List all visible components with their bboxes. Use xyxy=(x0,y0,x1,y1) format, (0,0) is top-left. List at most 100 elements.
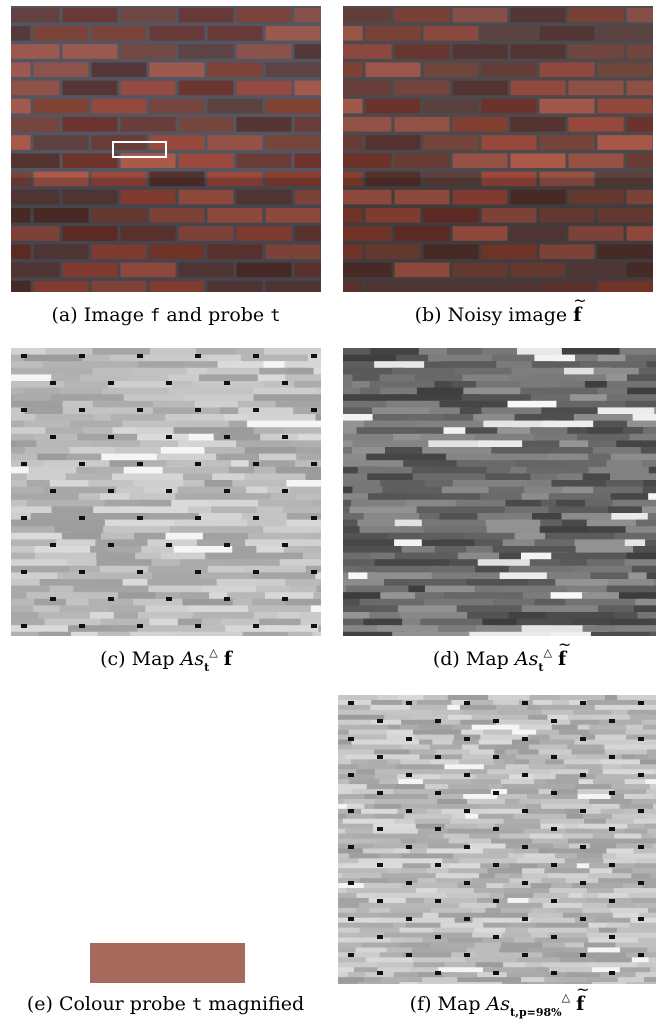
map-block xyxy=(588,937,622,947)
map-block xyxy=(497,794,533,803)
map-block xyxy=(564,858,624,868)
map-block xyxy=(594,917,644,927)
map-block xyxy=(499,833,547,843)
map-block xyxy=(600,759,656,769)
map-block xyxy=(642,883,656,893)
map-block xyxy=(470,858,523,868)
map-block xyxy=(508,853,529,863)
map-block xyxy=(655,769,656,779)
map-block xyxy=(470,749,509,759)
map-block xyxy=(361,942,417,952)
map-block xyxy=(338,754,347,764)
map-block xyxy=(624,779,648,789)
map-block xyxy=(615,843,656,853)
map-block xyxy=(438,789,493,799)
map-block xyxy=(448,863,490,873)
map-block xyxy=(588,962,648,972)
map-block xyxy=(604,749,655,759)
map-block xyxy=(624,828,656,838)
map-block xyxy=(393,789,442,799)
brick xyxy=(343,135,363,150)
map-block xyxy=(525,808,573,818)
map-block xyxy=(542,942,579,952)
map-block xyxy=(338,917,386,927)
map-block xyxy=(483,967,543,977)
map-block xyxy=(532,699,554,709)
map-block xyxy=(448,868,501,878)
joint-marker xyxy=(580,917,586,921)
brick xyxy=(120,153,176,168)
map-block xyxy=(548,932,598,942)
brick xyxy=(11,244,31,259)
map-block xyxy=(528,759,551,769)
map-block xyxy=(371,699,419,709)
brick xyxy=(510,226,566,241)
map-block xyxy=(338,838,387,848)
map-block xyxy=(338,942,364,952)
map-block xyxy=(577,789,630,799)
map-block xyxy=(472,932,507,942)
joint-marker xyxy=(464,809,470,813)
map-block xyxy=(538,848,556,858)
map-block xyxy=(414,798,443,808)
map-block xyxy=(71,631,116,636)
map-block xyxy=(365,957,417,967)
map-block xyxy=(647,947,656,957)
joint-marker xyxy=(522,809,528,813)
joint-marker xyxy=(311,354,317,358)
map-block xyxy=(478,739,521,749)
brick xyxy=(510,80,566,96)
joint-marker xyxy=(609,971,615,975)
map-block xyxy=(548,873,596,883)
map-block xyxy=(461,729,492,739)
map-block xyxy=(458,902,500,912)
map-block xyxy=(351,739,391,749)
map-block xyxy=(604,695,621,704)
map-block xyxy=(338,774,381,784)
map-block xyxy=(348,729,396,739)
map-block xyxy=(612,789,656,799)
map-block xyxy=(634,754,651,764)
map-block xyxy=(452,724,479,734)
map-block xyxy=(430,907,476,917)
map-block xyxy=(653,714,656,724)
map-block xyxy=(496,704,538,714)
brick xyxy=(597,98,653,114)
map-block xyxy=(356,893,380,902)
map-block xyxy=(415,823,449,833)
map-block xyxy=(457,883,491,893)
map-block xyxy=(611,784,656,794)
map-block xyxy=(467,798,524,808)
map-block xyxy=(590,631,656,636)
map-block xyxy=(452,739,491,749)
brick xyxy=(11,208,31,223)
map-block xyxy=(507,922,539,932)
map-block xyxy=(527,704,545,714)
map-block xyxy=(346,912,396,922)
map-block xyxy=(595,774,653,784)
map-block xyxy=(646,361,656,374)
map-block xyxy=(647,513,656,525)
map-block xyxy=(451,813,471,823)
brick xyxy=(294,153,321,168)
map-block xyxy=(638,912,656,922)
joint-marker xyxy=(166,381,172,385)
map-block xyxy=(378,754,437,764)
map-block xyxy=(345,937,395,947)
map-block xyxy=(566,972,611,982)
map-block xyxy=(338,977,370,984)
joint-marker xyxy=(435,755,441,759)
joint-marker xyxy=(638,773,644,777)
map-block xyxy=(608,754,624,764)
brick xyxy=(11,280,31,292)
caption-f-sub: t,p=98% xyxy=(510,1006,562,1019)
map-block xyxy=(644,823,656,833)
map-block xyxy=(628,893,656,902)
image-f-panel xyxy=(11,6,321,292)
map-block xyxy=(344,754,397,764)
map-block xyxy=(549,848,600,858)
map-block xyxy=(342,818,395,828)
map-block xyxy=(413,962,465,972)
map-block xyxy=(312,631,321,636)
brick xyxy=(265,280,321,292)
